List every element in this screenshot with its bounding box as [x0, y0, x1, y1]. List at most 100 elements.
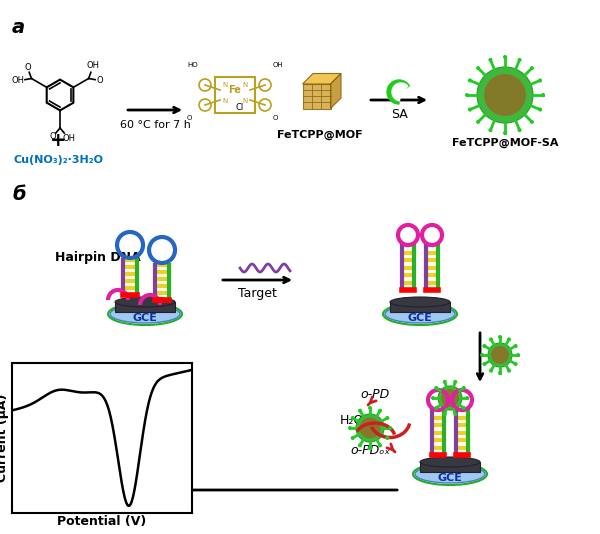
Text: OH: OH [87, 61, 100, 70]
Text: GCE: GCE [133, 313, 157, 323]
Text: H₂O₂: H₂O₂ [340, 413, 369, 427]
Wedge shape [392, 83, 408, 101]
Circle shape [530, 120, 534, 124]
Circle shape [476, 66, 480, 70]
Circle shape [518, 128, 521, 132]
Text: б: б [12, 185, 26, 204]
Text: SA: SA [391, 108, 407, 122]
Text: Hairpin DNA: Hairpin DNA [55, 252, 140, 264]
Text: O: O [24, 63, 31, 72]
Circle shape [482, 362, 487, 366]
Circle shape [538, 78, 542, 82]
Circle shape [489, 337, 493, 341]
Circle shape [385, 436, 389, 440]
Text: 60 °C for 7 h: 60 °C for 7 h [119, 120, 190, 130]
Text: OH: OH [62, 134, 75, 143]
Circle shape [359, 418, 380, 438]
Polygon shape [331, 74, 341, 108]
Text: O: O [49, 132, 56, 142]
Text: а: а [12, 18, 25, 37]
Circle shape [530, 66, 534, 70]
Ellipse shape [390, 297, 450, 307]
Circle shape [507, 368, 511, 373]
Text: CGO: CGO [439, 457, 461, 467]
Circle shape [453, 412, 457, 416]
Text: N: N [242, 82, 248, 88]
Circle shape [351, 416, 355, 420]
Circle shape [368, 446, 372, 450]
Circle shape [491, 346, 509, 364]
Circle shape [465, 396, 469, 400]
Circle shape [462, 386, 466, 390]
Text: N: N [223, 98, 227, 104]
Text: CGO: CGO [409, 297, 431, 307]
Circle shape [518, 58, 521, 62]
Text: o-PDₒₓ: o-PDₒₓ [350, 444, 390, 457]
Circle shape [476, 120, 480, 124]
X-axis label: Potential (V): Potential (V) [58, 515, 146, 529]
Circle shape [480, 353, 484, 357]
Circle shape [507, 337, 511, 341]
Text: +: + [50, 130, 66, 150]
Text: HO: HO [187, 62, 197, 68]
Circle shape [514, 344, 518, 348]
Circle shape [489, 368, 493, 373]
Circle shape [434, 386, 438, 390]
Text: N: N [223, 82, 227, 88]
Circle shape [538, 107, 542, 112]
Circle shape [358, 443, 362, 447]
Ellipse shape [385, 305, 455, 323]
Polygon shape [390, 302, 450, 312]
Circle shape [378, 409, 382, 413]
Circle shape [443, 380, 447, 384]
Circle shape [434, 406, 438, 410]
Text: O: O [273, 115, 278, 121]
Circle shape [477, 67, 533, 123]
Text: O: O [97, 76, 103, 85]
Circle shape [488, 58, 493, 62]
Polygon shape [302, 74, 341, 84]
Circle shape [484, 74, 526, 116]
Text: GCE: GCE [437, 473, 463, 483]
Circle shape [516, 353, 520, 357]
Circle shape [358, 409, 362, 413]
Text: OH: OH [11, 76, 25, 85]
Circle shape [356, 414, 384, 442]
Circle shape [498, 335, 502, 339]
Text: Target: Target [238, 287, 277, 300]
Text: N: N [242, 98, 248, 104]
Circle shape [468, 107, 472, 112]
Circle shape [514, 362, 518, 366]
Ellipse shape [420, 457, 480, 467]
Text: O: O [187, 115, 193, 121]
Wedge shape [387, 80, 409, 104]
Ellipse shape [115, 297, 175, 307]
Ellipse shape [415, 465, 485, 483]
Text: FeTCPP@MOF: FeTCPP@MOF [277, 130, 363, 140]
Circle shape [431, 396, 435, 400]
Y-axis label: Current (μA): Current (μA) [0, 394, 9, 482]
Text: CGO: CGO [134, 297, 156, 307]
Circle shape [503, 131, 507, 135]
Circle shape [541, 93, 545, 97]
Text: OH: OH [273, 62, 284, 68]
Circle shape [348, 426, 352, 430]
Circle shape [488, 343, 512, 367]
Text: o-PD: o-PD [360, 389, 389, 402]
Circle shape [441, 389, 459, 407]
Text: FeTCPP@MOF-SA: FeTCPP@MOF-SA [452, 138, 558, 148]
Circle shape [438, 386, 462, 410]
Circle shape [468, 78, 472, 82]
Circle shape [482, 344, 487, 348]
Circle shape [465, 93, 469, 97]
Circle shape [498, 371, 502, 375]
Polygon shape [302, 84, 331, 108]
Text: GCE: GCE [407, 313, 433, 323]
Circle shape [385, 416, 389, 420]
Circle shape [388, 426, 392, 430]
Text: Fe: Fe [229, 85, 241, 95]
Text: Cu(NO₃)₂·3H₂O: Cu(NO₃)₂·3H₂O [13, 155, 103, 165]
Circle shape [503, 55, 507, 59]
Circle shape [462, 406, 466, 410]
Text: Cl: Cl [236, 103, 244, 112]
